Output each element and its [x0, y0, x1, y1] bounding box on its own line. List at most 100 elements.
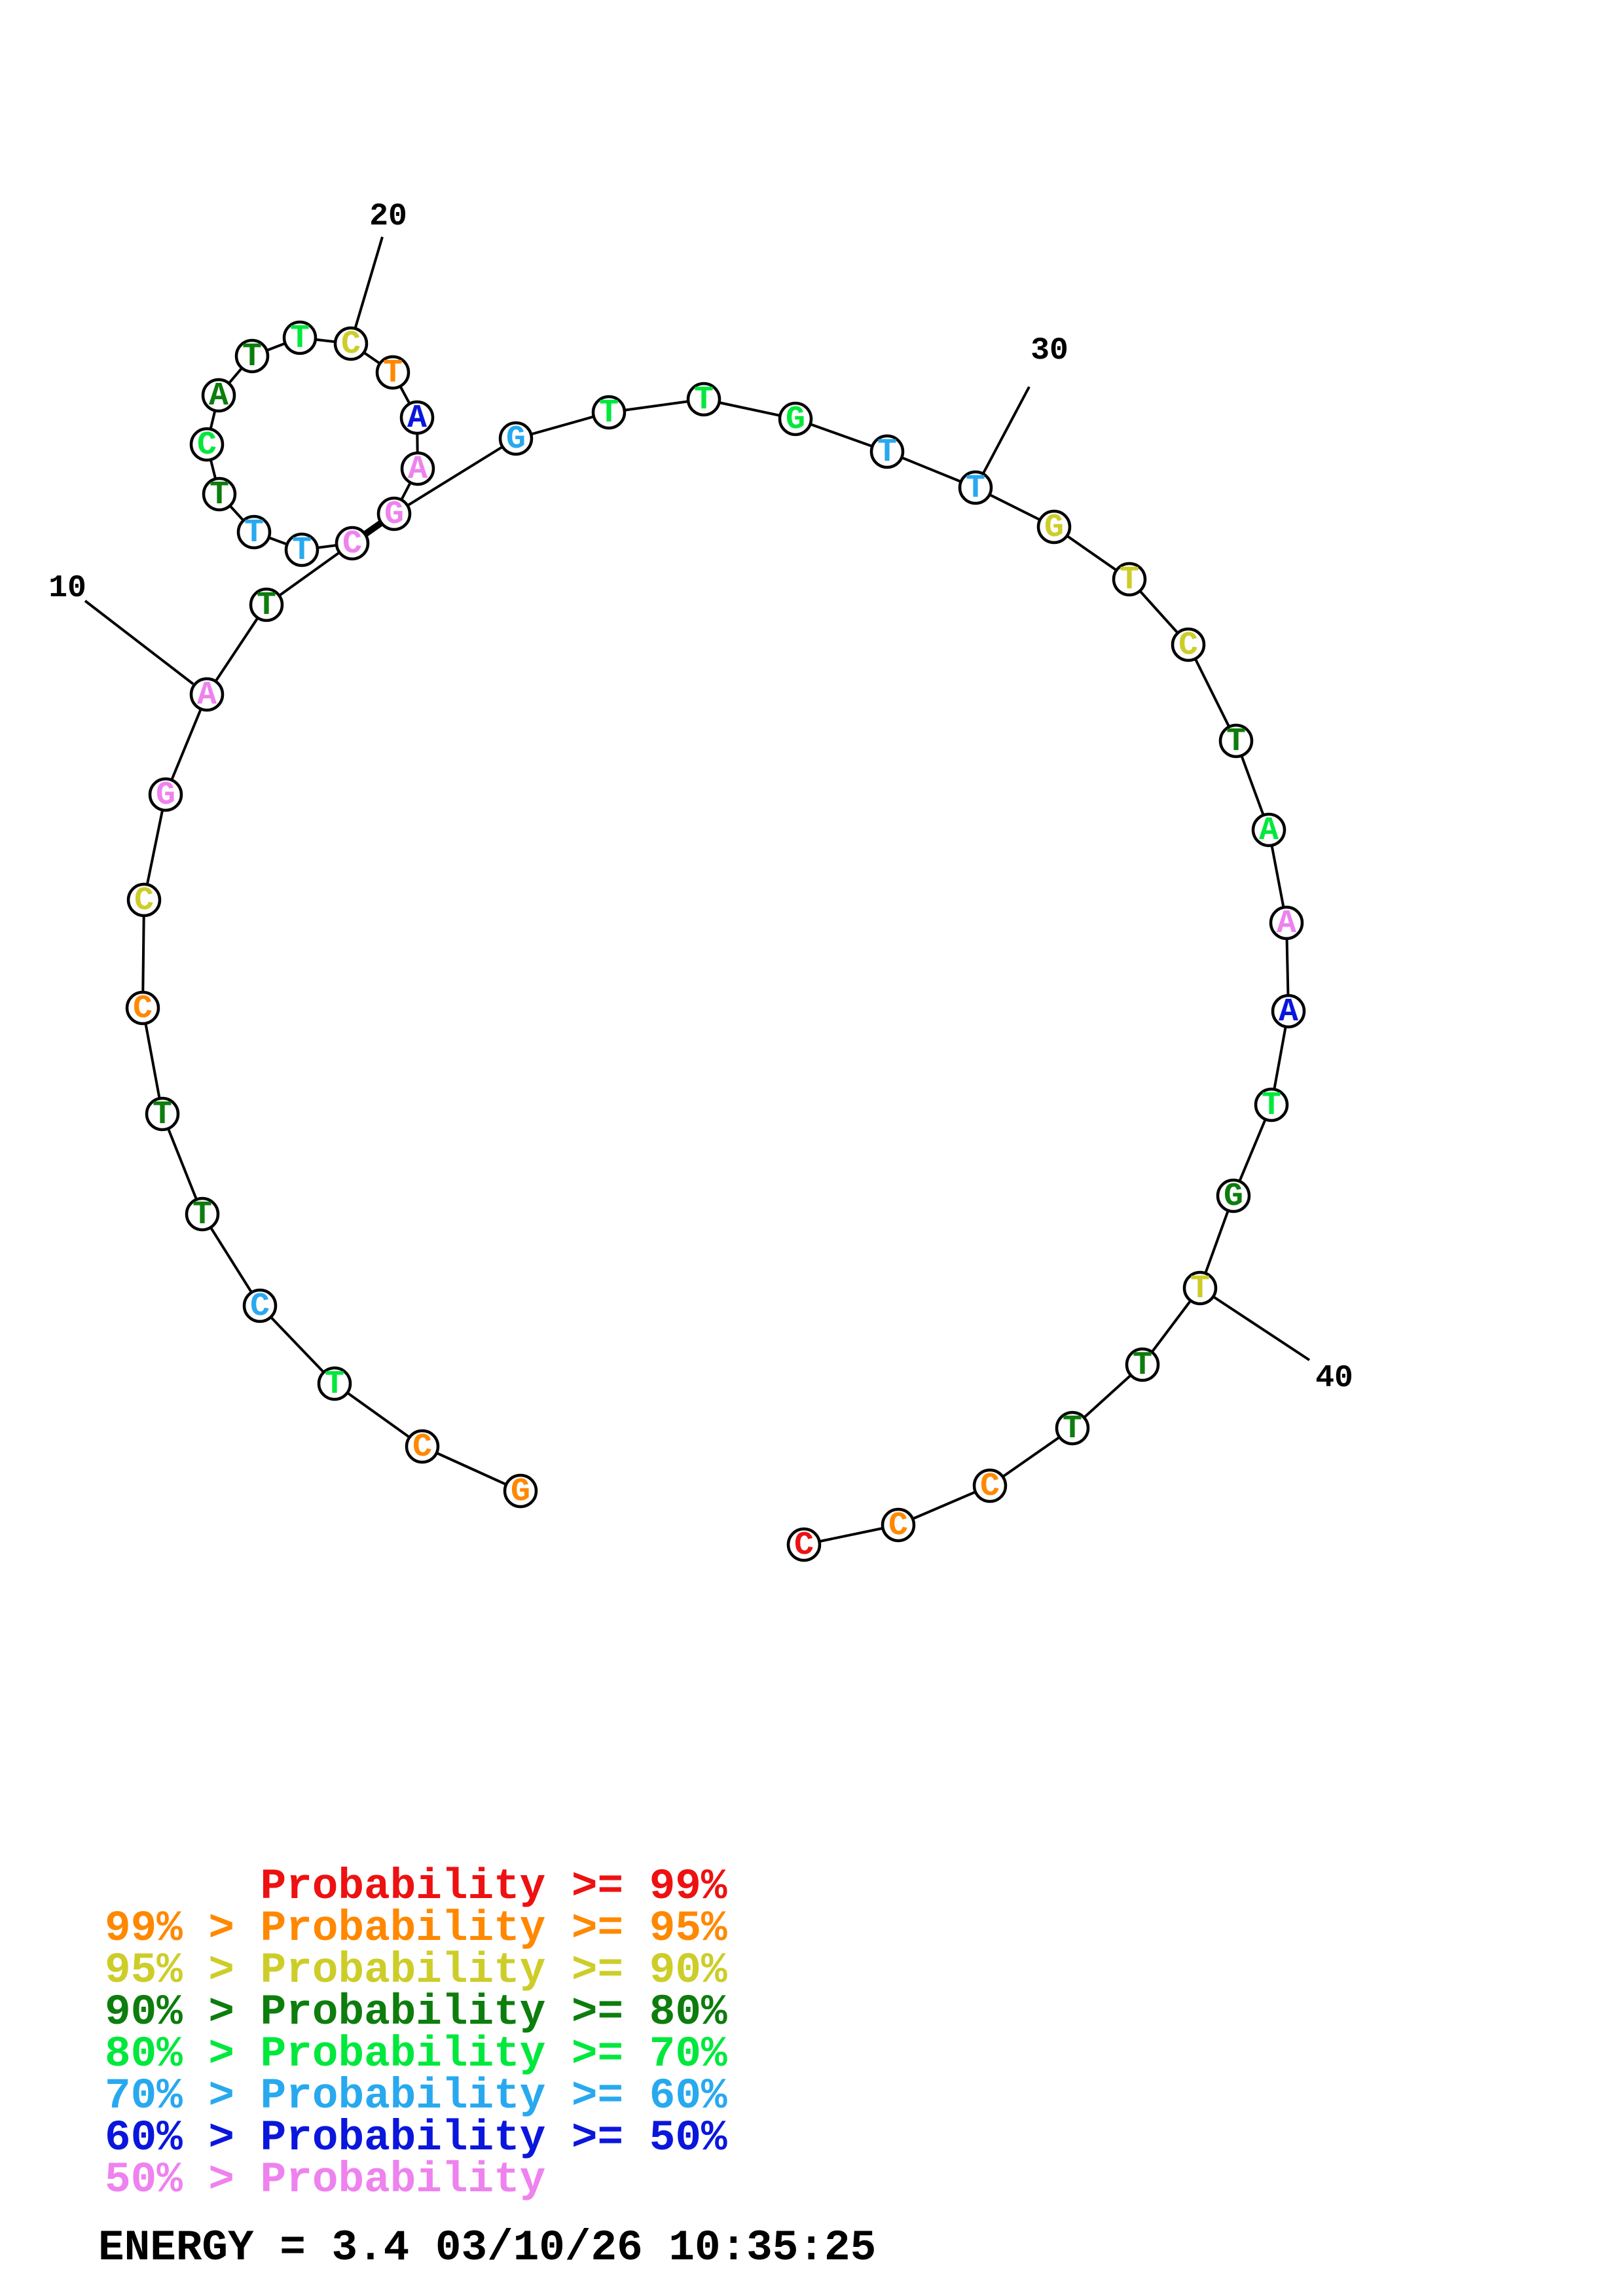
nucleotide-letter-25: G	[506, 421, 526, 458]
nucleotide-node-36	[1269, 905, 1304, 941]
nucleotide-letter-28: G	[786, 401, 805, 439]
nucleotide-node-5	[185, 1196, 220, 1232]
nucleotide-node-12	[335, 526, 370, 561]
nucleotide-node-23	[400, 451, 435, 486]
backbone-link	[201, 1213, 261, 1307]
legend-row-4: 90% > Probability >= 80%	[105, 1988, 727, 2037]
nucleotide-node-17	[201, 378, 236, 413]
backbone-link	[161, 1113, 204, 1215]
nucleotide-node-25	[498, 421, 534, 456]
legend-row-7: 60% > Probability >= 50%	[105, 2113, 727, 2162]
position-tick	[1212, 1295, 1311, 1361]
nucleotide-letter-15: T	[210, 476, 229, 514]
position-tick	[84, 600, 194, 685]
nucleotide-node-33	[1171, 627, 1206, 662]
nucleotide-node-32	[1112, 562, 1147, 597]
nucleotide-letter-19: T	[290, 320, 310, 357]
legend-row-1: Probability >= 99%	[261, 1862, 727, 1911]
nucleotide-node-6	[145, 1096, 180, 1132]
nucleotide-letter-6: T	[153, 1096, 172, 1134]
nucleotide-node-19	[282, 320, 318, 355]
nucleotide-letter-43: C	[980, 1468, 1000, 1505]
nucleotide-node-18	[234, 338, 270, 374]
nucleotide-node-42	[1055, 1410, 1090, 1446]
nucleotide-node-26	[591, 395, 627, 430]
nucleotide-node-13	[284, 532, 319, 567]
nucleotide-letter-38: T	[1262, 1087, 1281, 1124]
nucleotide-letter-32: T	[1120, 562, 1139, 599]
nucleotide-letter-2: C	[412, 1429, 432, 1466]
nucleotide-node-37	[1271, 994, 1306, 1029]
nucleotide-letter-11: T	[257, 587, 276, 624]
nucleotide-node-34	[1218, 723, 1254, 759]
nucleotide-letter-20: C	[341, 326, 361, 363]
nucleotide-letter-9: G	[156, 777, 175, 814]
nucleotide-node-8	[126, 882, 162, 918]
nucleotide-node-45	[786, 1527, 822, 1562]
nucleotide-node-10	[189, 677, 225, 712]
backbone-link	[141, 899, 145, 1009]
nucleotide-node-35	[1251, 812, 1286, 848]
backbone-links-layer	[141, 336, 1290, 1546]
position-label-20: 20	[369, 199, 407, 234]
backbone-link	[143, 794, 167, 901]
nucleotide-node-31	[1036, 509, 1072, 545]
legend-row-8: 50% > Probability	[105, 2155, 545, 2204]
position-tick	[982, 386, 1030, 474]
backbone-link	[422, 1445, 521, 1492]
legend-row-3: 95% > Probability >= 90%	[105, 1946, 727, 1995]
nucleotide-letter-5: T	[192, 1196, 212, 1234]
nucleotide-node-3	[317, 1366, 352, 1401]
backbone-link	[393, 437, 517, 515]
position-label-40: 40	[1315, 1361, 1353, 1396]
nucleotide-letter-4: C	[250, 1288, 270, 1325]
nucleotide-node-20	[333, 326, 369, 361]
nucleotide-letter-1: G	[511, 1473, 530, 1511]
position-tick	[354, 236, 384, 328]
nucleotide-letter-8: C	[134, 882, 154, 920]
nucleotide-letter-17: A	[209, 378, 228, 415]
backbone-link	[141, 1007, 164, 1115]
position-label-30: 30	[1030, 333, 1068, 368]
nucleotide-letter-41: T	[1133, 1347, 1152, 1384]
nucleotide-node-21	[375, 355, 410, 390]
backbone-link	[164, 694, 208, 795]
nucleotide-letter-42: T	[1063, 1410, 1082, 1448]
legend-row-5: 80% > Probability >= 70%	[105, 2030, 727, 2079]
nucleotide-letter-39: G	[1224, 1178, 1243, 1215]
nucleotide-letter-23: A	[408, 451, 428, 488]
legend-row-6: 70% > Probability >= 60%	[105, 2072, 727, 2121]
nucleotide-node-40	[1182, 1270, 1218, 1306]
nucleotide-letter-29: T	[877, 434, 897, 471]
backbone-link	[206, 603, 268, 696]
nucleotide-node-44	[881, 1507, 916, 1543]
nucleotide-node-38	[1254, 1087, 1289, 1122]
nucleotide-node-30	[958, 470, 993, 505]
nucleotide-letter-7: C	[133, 990, 153, 1028]
nucleotide-letter-31: G	[1044, 509, 1064, 547]
nucleotide-node-24	[376, 496, 412, 531]
nucleotide-letter-18: T	[242, 338, 262, 376]
nucleotide-node-16	[189, 427, 225, 462]
nucleotide-letter-22: A	[407, 400, 427, 437]
nucleotide-node-27	[686, 382, 721, 417]
energy-readout: ENERGY = 3.4 03/10/26 10:35:25	[98, 2223, 876, 2272]
position-labels-layer: 10 20 30 40	[48, 199, 1353, 1396]
nucleotide-node-11	[249, 587, 284, 622]
nucleotide-node-43	[972, 1468, 1008, 1503]
nucleotide-node-41	[1125, 1347, 1160, 1382]
nucleotide-letter-10: A	[197, 677, 217, 714]
nucleotide-letter-37: A	[1279, 994, 1298, 1031]
backbone-link	[259, 1304, 336, 1385]
nucleotide-node-7	[125, 990, 160, 1026]
position-ticks-layer	[84, 236, 1311, 1361]
nucleotide-letter-36: A	[1277, 905, 1296, 942]
backbone-link	[265, 542, 354, 606]
nucleotide-node-22	[399, 400, 435, 435]
nucleotide-node-28	[778, 401, 813, 437]
nucleotide-letter-33: C	[1178, 627, 1198, 664]
nucleotide-letter-30: T	[966, 470, 985, 507]
